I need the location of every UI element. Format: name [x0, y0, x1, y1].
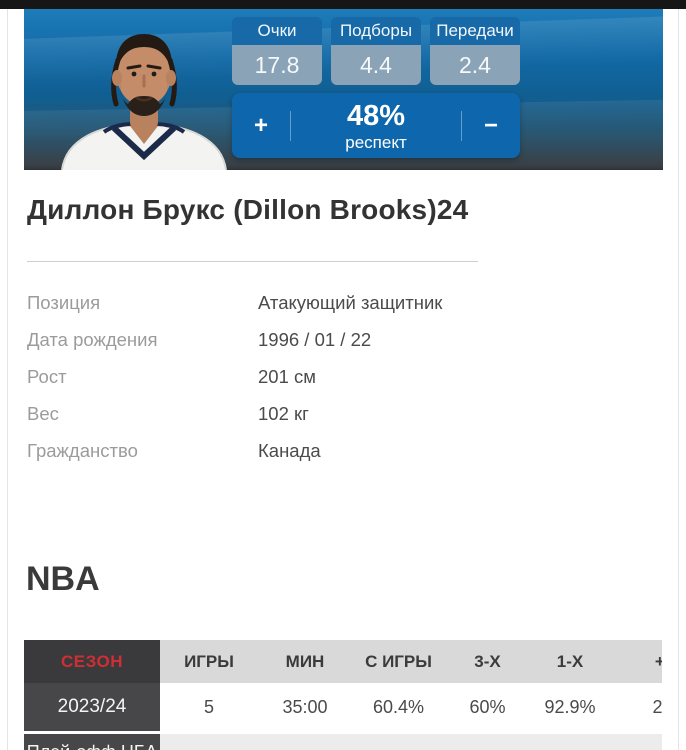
games-cell: 5 [203, 696, 214, 717]
info-label: Вес [27, 403, 59, 424]
info-label: Гражданство [27, 440, 138, 461]
info-row-birthdate: Дата рождения 1996 / 01 / 22 [27, 329, 647, 366]
info-value: Атакующий защитник [258, 292, 443, 313]
season-cell: Плей-офф НБА [24, 734, 160, 750]
column-minutes: МИН [285, 651, 325, 671]
respect-box: + 48% респект − [232, 93, 520, 158]
info-label: Дата рождения [27, 329, 158, 350]
stat-rebounds: Подборы 4.4 [331, 17, 421, 85]
info-row-height: Рост 201 см [27, 366, 647, 403]
respect-divider [290, 110, 291, 141]
stat-rebounds-value: 4.4 [331, 45, 421, 85]
stat-assists-label: Передачи [430, 17, 520, 45]
info-label: Позиция [27, 292, 101, 313]
player-info-list: Позиция Атакующий защитник Дата рождения… [27, 292, 647, 477]
ft-cell: 92.9% [544, 696, 596, 717]
info-value: 201 см [258, 366, 316, 387]
section-title-nba: NBA [26, 560, 100, 598]
info-value: 1996 / 01 / 22 [258, 329, 372, 350]
info-row-weight: Вес 102 кг [27, 403, 647, 440]
stat-points-value: 17.8 [232, 45, 322, 85]
minutes-cell [258, 734, 352, 750]
player-banner: Очки 17.8 Подборы 4.4 Передачи 2.4 + 48%… [24, 9, 663, 170]
stat-points: Очки 17.8 [232, 17, 322, 85]
stat-assists: Передачи 2.4 [430, 17, 520, 85]
plusminus-cell: 2.6 [652, 696, 662, 717]
games-cell [160, 734, 258, 750]
info-label: Рост [27, 366, 67, 387]
table-row-playoffs: Плей-офф НБА [24, 734, 662, 750]
column-plusminus: +\- [654, 651, 662, 671]
respect-plus-button[interactable]: + [253, 112, 268, 139]
stats-table[interactable]: СЕЗОН ИГРЫ МИН С ИГРЫ 3-Х 1-Х +\- 2023/2… [24, 640, 662, 750]
column-fg: С ИГРЫ [365, 651, 432, 671]
season-cell: 2023/24 [24, 683, 160, 731]
column-3pt: 3-Х [474, 651, 501, 671]
fg-cell: 60.4% [372, 696, 425, 717]
column-season: СЕЗОН [24, 640, 160, 683]
fg-cell [352, 734, 445, 750]
respect-percent: 48% [346, 99, 406, 132]
divider [27, 261, 478, 262]
player-name: Диллон Брукс (Dillon Brooks)24 [27, 194, 469, 225]
respect-caption: респект [345, 132, 407, 152]
stat-rebounds-label: Подборы [331, 17, 421, 45]
3pt-cell [445, 734, 530, 750]
respect-minus-button[interactable]: − [483, 112, 498, 139]
stat-assists-value: 2.4 [430, 45, 520, 85]
column-games: ИГРЫ [184, 651, 234, 671]
player-photo [61, 34, 227, 170]
respect-divider [461, 110, 462, 141]
ft-cell [530, 734, 610, 750]
info-value: 102 кг [258, 403, 309, 424]
column-ft: 1-Х [556, 651, 584, 671]
stat-chips: Очки 17.8 Подборы 4.4 Передачи 2.4 [232, 17, 520, 85]
3pt-cell: 60% [469, 696, 506, 717]
minutes-cell: 35:00 [282, 696, 328, 717]
top-black-bar [0, 0, 686, 9]
info-row-position: Позиция Атакующий защитник [27, 292, 647, 329]
page-border-right [678, 9, 679, 750]
table-row-2023-24: 2023/24 5 35:00 60.4% 60% 92.9% 2.6 [24, 683, 662, 731]
info-row-citizenship: Гражданство Канада [27, 440, 647, 477]
page-border-left [7, 9, 8, 750]
table-header-row: СЕЗОН ИГРЫ МИН С ИГРЫ 3-Х 1-Х +\- [24, 640, 662, 683]
table-row-gap [24, 731, 662, 734]
plusminus-cell [610, 734, 662, 750]
info-value: Канада [258, 440, 321, 461]
stat-points-label: Очки [232, 17, 322, 45]
respect-value: 48% респект [291, 99, 461, 153]
